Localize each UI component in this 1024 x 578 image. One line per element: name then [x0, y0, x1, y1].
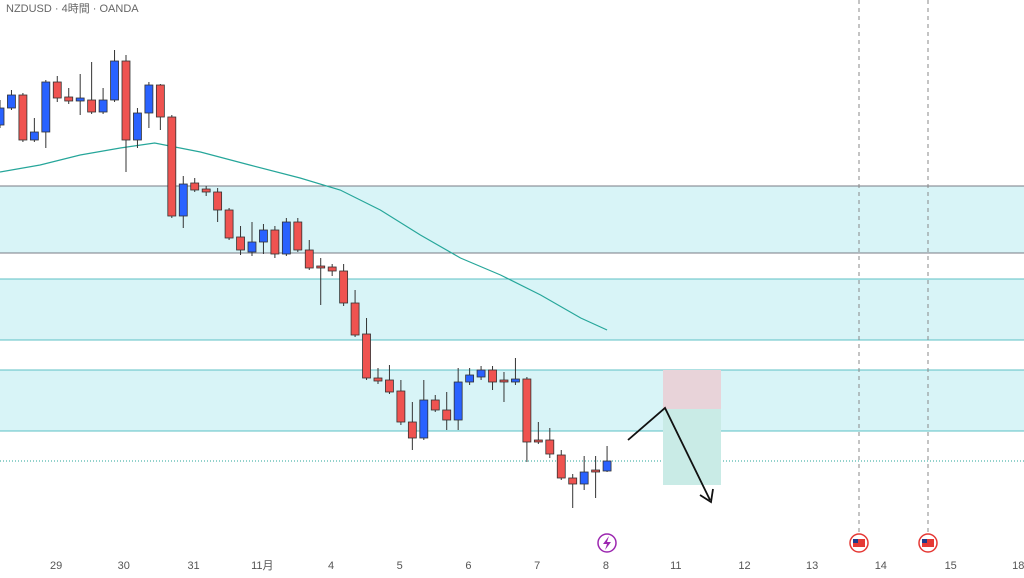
candle-body	[0, 107, 5, 126]
candles	[0, 50, 612, 508]
x-tick-label: 8	[603, 560, 609, 572]
candle-body	[339, 270, 349, 304]
candle-body	[568, 477, 578, 485]
x-tick-label: 11月	[251, 560, 273, 572]
candle-body	[453, 381, 463, 421]
x-tick-label: 18	[1012, 560, 1024, 572]
candle-body	[133, 112, 142, 141]
x-tick-label: 13	[806, 560, 818, 572]
x-tick-label: 29	[50, 560, 62, 572]
candle-body	[407, 421, 417, 439]
candle-body	[98, 99, 108, 113]
candle-body	[236, 236, 245, 251]
candle-body	[144, 84, 154, 114]
candle-body	[178, 183, 188, 217]
candle-body	[64, 96, 74, 102]
candle-body	[442, 409, 452, 421]
candle-body	[385, 379, 394, 393]
candle-body	[373, 377, 383, 382]
candle-body	[155, 84, 165, 118]
candle-body	[110, 60, 119, 101]
zone	[0, 279, 1024, 340]
x-tick-label: 30	[118, 560, 130, 572]
moving-average	[0, 142, 608, 331]
candle-body	[579, 471, 589, 485]
candle-body	[167, 116, 177, 217]
candle-body	[316, 265, 326, 269]
x-tick-label: 6	[465, 560, 471, 572]
x-tick-label: 14	[875, 560, 887, 572]
candle-body	[29, 131, 39, 141]
zones	[0, 142, 1024, 462]
candle-body	[270, 229, 280, 255]
x-tick-label: 11	[670, 560, 681, 572]
candle-body	[213, 191, 223, 211]
zone	[0, 186, 1024, 253]
candle-body	[75, 97, 85, 102]
chart-title: NZDUSD · 4時間 · OANDA	[6, 2, 139, 15]
projection-arrow	[627, 406, 711, 501]
candle-body	[52, 81, 62, 99]
candle-body	[247, 241, 257, 253]
event-icon[interactable]	[849, 533, 869, 553]
x-tick-label: 15	[945, 560, 957, 572]
candle-body	[201, 188, 211, 193]
candle-body	[327, 266, 337, 272]
candle-body	[511, 378, 520, 383]
candle-body	[304, 249, 314, 269]
x-tick-label: 4	[328, 560, 334, 572]
candle-body	[545, 439, 555, 455]
candle-body	[224, 209, 234, 239]
candle-body	[259, 229, 268, 243]
candle-body	[499, 379, 509, 383]
event-icon[interactable]	[918, 533, 938, 553]
x-tick-label: 7	[534, 560, 540, 572]
candle-body	[533, 439, 543, 443]
candle-body	[556, 454, 566, 479]
candle-body	[419, 399, 429, 439]
candle-body	[602, 460, 612, 472]
candle-body	[430, 399, 440, 411]
candle-body	[591, 469, 601, 473]
x-tick-label: 5	[397, 560, 403, 572]
candle-body	[190, 182, 200, 191]
candle-body	[522, 378, 532, 443]
candle-body	[87, 99, 97, 113]
candle-body	[350, 302, 360, 336]
candle-body	[41, 81, 51, 133]
candle-body	[396, 390, 406, 423]
candle-body	[488, 369, 497, 383]
candle-body	[476, 369, 486, 378]
event-icon[interactable]	[597, 533, 617, 553]
candle-body	[465, 374, 475, 383]
arrow-head	[699, 488, 714, 504]
stop-zone	[663, 370, 721, 409]
candle-body	[18, 94, 28, 141]
x-tick-label: 31	[187, 560, 199, 572]
candle-body	[7, 94, 16, 109]
x-tick-label: 12	[738, 560, 750, 572]
candle-body	[121, 60, 131, 141]
candle-body	[362, 333, 371, 379]
candle-body	[281, 221, 291, 255]
candle-body	[293, 221, 303, 251]
